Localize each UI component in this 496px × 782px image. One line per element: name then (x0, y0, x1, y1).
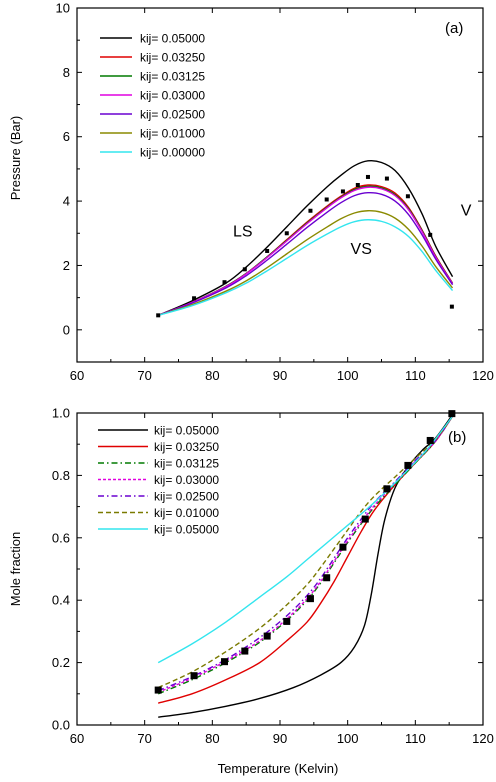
panel-a-y-axis-title: Pressure (Bar) (8, 116, 23, 201)
y-tick-label: 0.6 (52, 530, 70, 545)
legend-label: kij= 0.03250 (140, 51, 205, 65)
chart-panel-b: Mole fraction Temperature (Kelvin) (b) 6… (8, 406, 494, 777)
series-line-3 (157, 186, 454, 316)
legend-label: kij= 0.05000 (154, 424, 219, 438)
y-tick-label: 0.0 (52, 718, 70, 733)
legend-label: kij= 0.01000 (140, 127, 205, 141)
y-tick-label: 1.0 (52, 406, 70, 421)
data-point (405, 194, 410, 199)
data-point (241, 647, 249, 655)
x-tick-label: 120 (472, 368, 494, 383)
series-line-6 (157, 415, 454, 664)
y-tick-label: 0.4 (52, 593, 70, 608)
legend-label: kij= 0.03125 (140, 70, 205, 84)
x-tick-label: 70 (137, 731, 151, 746)
x-tick-label: 100 (337, 731, 359, 746)
series-line-0 (157, 159, 454, 316)
x-tick-label: 90 (273, 368, 287, 383)
y-tick-label: 8 (63, 65, 70, 80)
data-point (361, 515, 369, 523)
series-line-5 (157, 415, 454, 689)
data-point (283, 617, 291, 625)
data-point (306, 595, 314, 603)
legend-label: kij= 0.03000 (140, 89, 205, 103)
data-point (365, 174, 370, 179)
data-point (263, 632, 271, 640)
series-line-3 (157, 415, 454, 693)
legend-label: kij= 0.03250 (154, 440, 219, 454)
data-point (383, 485, 391, 493)
legend-label: kij= 0.05000 (140, 32, 205, 46)
legend-label: kij= 0.02500 (140, 108, 205, 122)
annotation-ls: LS (233, 223, 253, 240)
data-point (449, 304, 454, 309)
y-tick-label: 0.2 (52, 655, 70, 670)
data-point (340, 189, 345, 194)
chart-panel-a: Pressure (Bar) (a) 60 70 80 90 100 110 120 0 2 4 6… (8, 1, 494, 384)
data-point (154, 686, 162, 694)
series-line-5 (157, 210, 454, 317)
y-tick-label: 4 (63, 194, 70, 209)
data-point (428, 232, 433, 237)
x-tick-label: 60 (70, 731, 84, 746)
legend-label: kij= 0.03000 (154, 473, 219, 487)
x-tick-label: 70 (137, 368, 151, 383)
y-tick-label: 6 (63, 129, 70, 144)
series-line-4 (157, 191, 454, 316)
y-tick-label: 2 (63, 258, 70, 273)
data-point (308, 208, 313, 213)
data-point (242, 267, 247, 272)
annotation-vs: VS (351, 241, 372, 258)
data-point (221, 658, 229, 666)
legend-label: kij= 0.00000 (140, 146, 205, 160)
x-tick-label: 110 (405, 368, 426, 383)
series-line-2 (157, 415, 454, 695)
y-tick-label: 0.8 (52, 468, 70, 483)
x-tick-label: 110 (405, 731, 426, 746)
data-point (404, 461, 412, 469)
legend-label: kij= 0.01000 (154, 506, 219, 520)
legend-label: kij= 0.05000 (154, 523, 219, 537)
panel-a-label: (a) (445, 20, 463, 37)
data-point (339, 543, 347, 551)
legend-label: kij= 0.03125 (154, 457, 219, 471)
annotation-v: V (461, 203, 472, 220)
x-tick-label: 100 (337, 368, 359, 383)
data-point (323, 574, 331, 582)
legend-label: kij= 0.02500 (154, 490, 219, 504)
x-tick-label: 120 (472, 731, 494, 746)
x-tick-label: 90 (273, 731, 287, 746)
x-tick-label: 80 (205, 731, 219, 746)
series-line-6 (158, 219, 454, 317)
panel-b-label: (b) (448, 429, 466, 446)
data-point (190, 672, 198, 680)
data-point (222, 280, 227, 285)
panel-b-y-axis-title: Mole fraction (8, 532, 23, 606)
data-point (384, 176, 389, 181)
data-point (284, 231, 289, 236)
data-point (426, 436, 434, 444)
data-point (355, 183, 360, 187)
data-point (156, 313, 161, 318)
y-tick-label: 10 (56, 1, 70, 16)
data-point (192, 296, 197, 301)
x-tick-label: 60 (70, 368, 84, 383)
x-tick-label: 80 (205, 368, 219, 383)
data-point (448, 410, 456, 418)
y-tick-label: 0 (63, 322, 70, 337)
panel-b-x-axis-title: Temperature (Kelvin) (218, 761, 339, 776)
data-point (324, 197, 329, 202)
data-point (265, 248, 270, 253)
